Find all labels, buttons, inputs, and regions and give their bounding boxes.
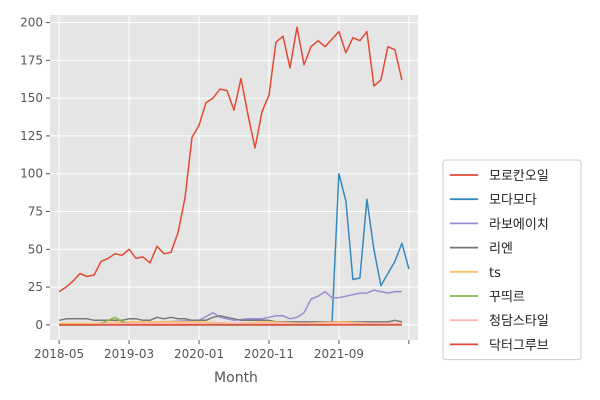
x-axis-label: Month — [214, 370, 258, 386]
y-tick-label: 50 — [28, 242, 43, 256]
x-tick-label: 2019-03 — [104, 347, 154, 361]
legend-label: 리엔 — [489, 242, 513, 257]
series-line-2 — [59, 289, 402, 326]
legend-label: 꾸띄르 — [489, 290, 525, 305]
x-axis: 2018-05 2019-03 2020-01 2020-11 2021-09 — [34, 340, 410, 361]
plot-area — [50, 15, 418, 340]
legend-label: ts — [489, 266, 501, 281]
legend-label: 청담스타일 — [489, 314, 549, 329]
y-tick-label: 200 — [20, 16, 43, 30]
series-line-1 — [59, 172, 410, 326]
legend-label: 모다모다 — [489, 193, 537, 208]
y-tick-label: 175 — [20, 53, 43, 67]
legend-box — [442, 159, 582, 361]
legend-label: 모로칸오일 — [489, 169, 549, 184]
legend-label: 라보에이치 — [489, 217, 549, 232]
y-tick-label: 150 — [20, 91, 43, 105]
y-tick-label: 75 — [28, 205, 43, 219]
series-line-0 — [58, 26, 403, 293]
x-tick-label: 2021-09 — [314, 347, 364, 361]
legend-label: 닥터그루브 — [489, 338, 549, 353]
x-tick-label: 2020-01 — [174, 347, 224, 361]
y-tick-label: 125 — [20, 129, 43, 143]
y-axis: 0 25 50 75 100 125 150 175 200 — [20, 16, 50, 332]
y-tick-label: 0 — [35, 318, 43, 332]
y-tick-label: 100 — [20, 167, 43, 181]
y-tick-label: 25 — [28, 280, 43, 294]
series-layer — [58, 26, 410, 326]
x-tick-label: 2020-11 — [244, 347, 294, 361]
x-tick-label: 2018-05 — [34, 347, 84, 361]
series-line-6 — [59, 322, 402, 326]
